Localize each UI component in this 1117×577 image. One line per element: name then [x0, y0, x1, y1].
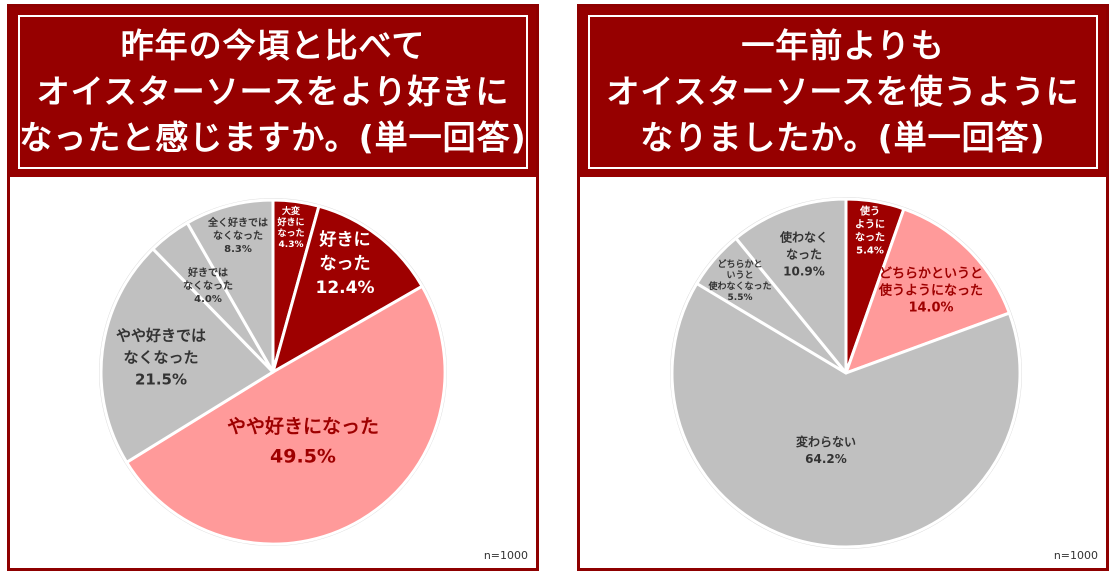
slice-category-label: 好きに — [319, 229, 371, 250]
chart-header: 一年前よりも オイスターソースを使うように なりましたか。(単一回答) — [580, 7, 1106, 177]
slice-category-label: なった — [855, 232, 885, 244]
slice-category-label: 変わらない — [796, 434, 856, 449]
slice-category-label: どちらかというと — [879, 267, 983, 282]
chart-title-line: なりましたか。(単一回答) — [640, 118, 1046, 157]
slice-category-label: 使うようになった — [878, 283, 983, 299]
pie-slice — [99, 247, 275, 464]
slice-category-label: やや好きでは — [116, 327, 206, 345]
pie-chart-left: 大変好きになった 4.3% 好きになった 12.4%やや好きになった 49.5%やや好き… — [99, 198, 447, 546]
pie-slice — [271, 204, 424, 374]
chart-title-line: なったと感じますか。(単一回答) — [19, 118, 527, 157]
slice-category-label: 全く好きでは — [207, 216, 268, 229]
slice-category-label: 使わなくなった — [707, 280, 771, 292]
slice-value-label: 49.5% — [270, 446, 336, 468]
slice-value-label: 4.0% — [194, 294, 222, 305]
chart-panel-right: 一年前よりも オイスターソースを使うように なりましたか。(単一回答) 使うよう… — [577, 4, 1109, 571]
slice-value-label: 8.3% — [224, 244, 252, 255]
slice-category-label: 好きに — [276, 216, 304, 228]
slice-value-label: 12.4% — [316, 278, 375, 298]
slice-value-label: 14.0% — [908, 301, 953, 316]
slice-label: 使わなくなった 10.9% — [779, 230, 828, 279]
slice-category-label: 使う — [859, 205, 880, 218]
slice-label: 好きになった 12.4% — [316, 229, 375, 298]
slice-category-label: どちらかと — [717, 258, 762, 270]
slice-category-label: なくなった — [123, 349, 198, 367]
pie-slice — [125, 284, 447, 546]
slice-label: どちらかというと使わなくなった 5.5% — [707, 258, 771, 303]
slice-label: 使うようになった 5.4% — [855, 205, 885, 257]
slice-label: 変わらない 64.2% — [796, 434, 856, 466]
slice-category-label: 使わなく — [779, 230, 828, 245]
sample-size-note: n=1000 — [483, 549, 528, 562]
slice-value-label: 10.9% — [783, 265, 825, 279]
chart-title-line: 一年前よりも — [741, 26, 945, 65]
pie-slice — [185, 198, 275, 374]
sample-size-note: n=1000 — [1053, 549, 1098, 562]
slice-label: やや好きになった 49.5% — [227, 415, 379, 468]
chart-title-line: 昨年の今頃と比べて — [120, 26, 426, 65]
slice-value-label: 5.5% — [728, 293, 753, 303]
slice-category-label: なくなった — [213, 230, 263, 242]
slice-category-label: なった — [277, 228, 304, 239]
chart-title-line: オイスターソースを使うように — [606, 72, 1080, 111]
slice-label: 全く好きではなくなった 8.3% — [207, 216, 268, 255]
chart-title-line: オイスターソースをより好きに — [36, 72, 510, 111]
slice-label: 好きではなくなった 4.0% — [183, 266, 233, 305]
slice-category-label: ように — [855, 219, 885, 231]
pie-slice — [734, 197, 848, 375]
chart-title: 一年前よりも オイスターソースを使うように なりましたか。(単一回答) — [588, 15, 1098, 169]
slice-category-label: やや好きになった — [227, 415, 379, 438]
slice-category-label: 好きでは — [187, 266, 228, 279]
slice-category-label: なくなった — [183, 280, 233, 292]
pie-slice — [844, 207, 1011, 375]
slice-category-label: 大変 — [282, 205, 300, 217]
slice-label: やや好きではなくなった 21.5% — [116, 327, 206, 389]
pie-chart-right: 使うようになった 5.4%どちらかというと使うようになった 14.0%変わらない 64… — [670, 197, 1022, 549]
slice-value-label: 64.2% — [805, 452, 847, 466]
slice-category-label: なった — [320, 254, 371, 274]
pie-slice — [670, 281, 1022, 549]
slice-value-label: 5.4% — [856, 246, 884, 257]
slice-label: どちらかというと使うようになった 14.0% — [878, 267, 983, 316]
chart-panel-left: 昨年の今頃と比べて オイスターソースをより好きに なったと感じますか。(単一回答… — [7, 4, 539, 571]
chart-header: 昨年の今頃と比べて オイスターソースをより好きに なったと感じますか。(単一回答… — [10, 7, 536, 177]
slice-value-label: 4.3% — [279, 240, 304, 250]
chart-title: 昨年の今頃と比べて オイスターソースをより好きに なったと感じますか。(単一回答… — [18, 15, 528, 169]
slice-category-label: なった — [786, 248, 822, 262]
slice-category-label: いうと — [726, 270, 753, 281]
slice-label: 大変好きになった 4.3% — [276, 205, 304, 250]
slice-value-label: 21.5% — [135, 371, 187, 389]
